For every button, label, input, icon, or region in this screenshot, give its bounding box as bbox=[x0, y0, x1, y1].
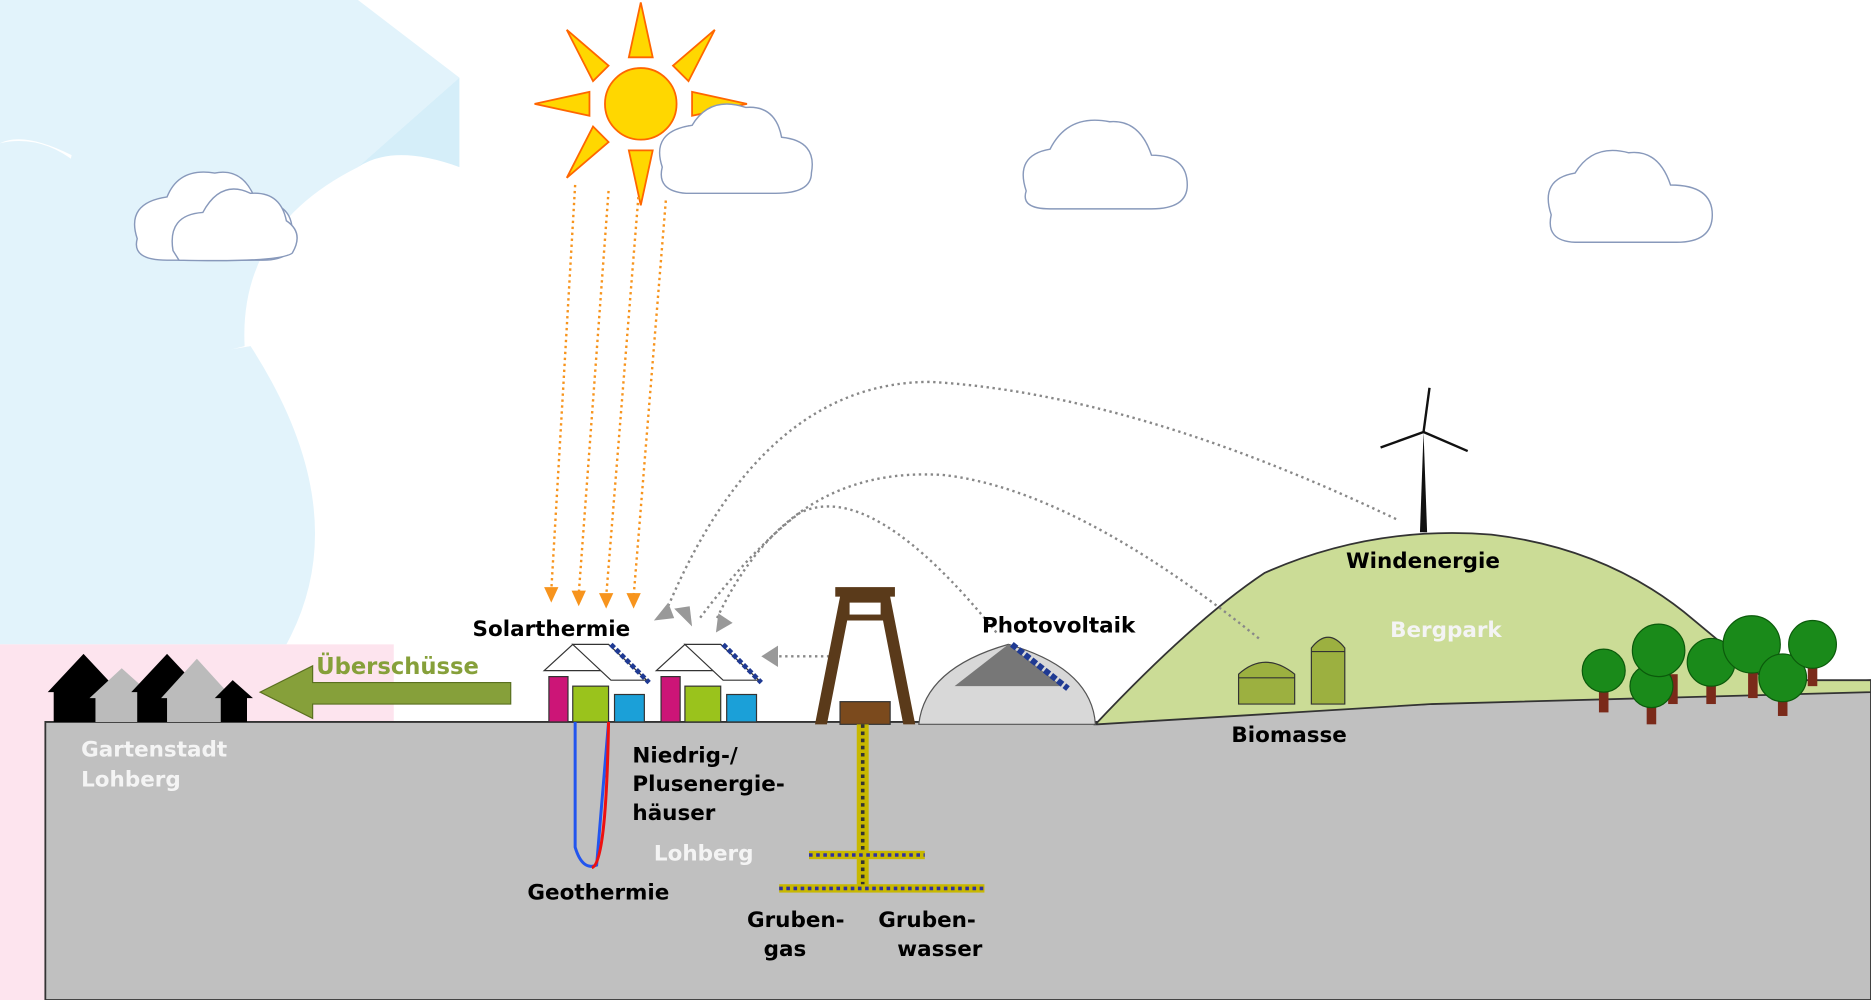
label: Plusenergie- bbox=[632, 772, 784, 797]
logo-shape bbox=[0, 141, 316, 645]
wind-turbine bbox=[1380, 387, 1469, 533]
label: Bergpark bbox=[1390, 618, 1502, 643]
label: Überschüsse bbox=[316, 652, 479, 680]
label: häuser bbox=[632, 801, 715, 826]
label: Niedrig-/ bbox=[632, 744, 737, 769]
label: Gruben- bbox=[878, 908, 976, 933]
label: gas bbox=[764, 937, 807, 962]
label: Solarthermie bbox=[473, 617, 631, 642]
energy-flows bbox=[667, 380, 1397, 658]
pv-dome bbox=[918, 642, 1097, 725]
label: Gruben- bbox=[747, 908, 845, 933]
label: Lohberg bbox=[654, 841, 754, 866]
label: Biomasse bbox=[1231, 723, 1346, 748]
surplus-arrow bbox=[258, 664, 512, 720]
label: Photovoltaik bbox=[982, 613, 1136, 638]
geothermal-loop bbox=[591, 721, 611, 869]
mine-shafts bbox=[779, 724, 985, 893]
flow-arrows bbox=[653, 602, 778, 668]
label: Lohberg bbox=[81, 767, 181, 792]
sun-ray-arrows bbox=[544, 587, 641, 609]
label: Windenergie bbox=[1346, 549, 1500, 574]
sun bbox=[534, 2, 748, 206]
label: Gartenstadt bbox=[81, 738, 227, 763]
energy-houses bbox=[542, 642, 763, 723]
label: Geothermie bbox=[527, 881, 669, 906]
geothermal-loop bbox=[573, 721, 611, 868]
biomass-silos bbox=[1237, 636, 1346, 705]
trees bbox=[1581, 615, 1837, 725]
clouds bbox=[133, 103, 1714, 262]
mine-tower bbox=[814, 587, 916, 725]
label: wasser bbox=[897, 937, 982, 962]
sun-rays bbox=[550, 184, 668, 597]
town-houses bbox=[47, 653, 253, 722]
